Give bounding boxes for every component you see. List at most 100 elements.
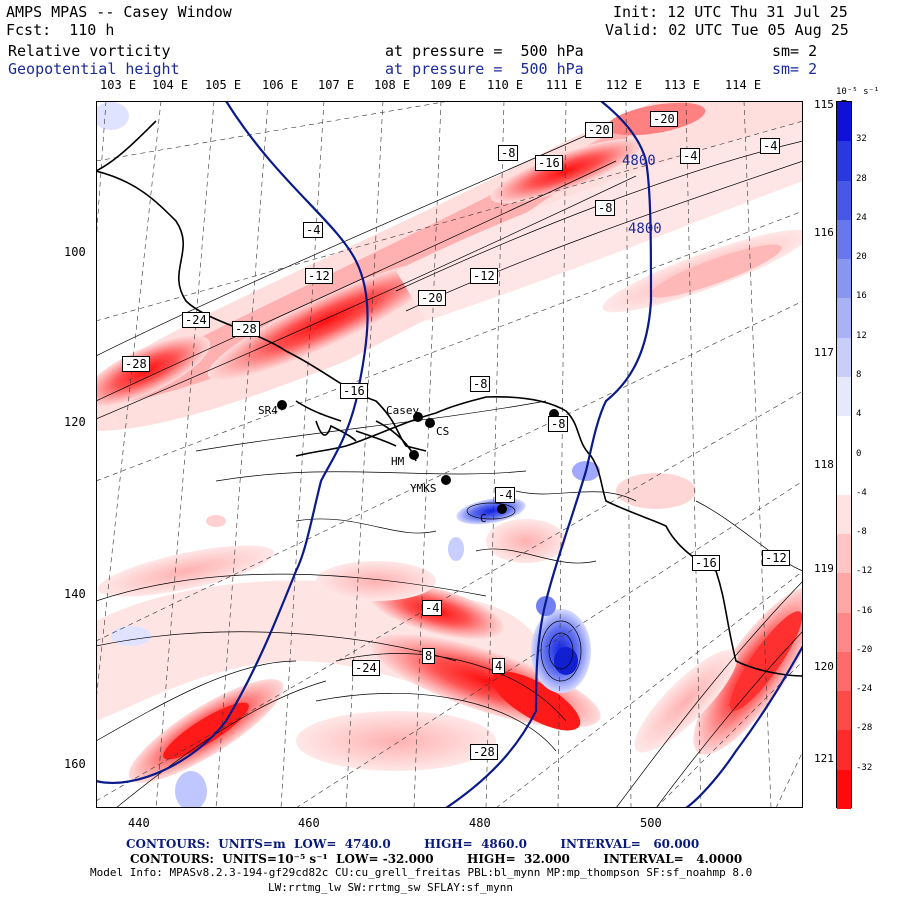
vorticity-contour-label: -4 <box>680 148 701 164</box>
colorbar-segment <box>837 612 851 653</box>
vorticity-contour-label: -8 <box>548 416 569 432</box>
colorbar-segment <box>837 455 851 496</box>
longitude-label: 112 E <box>606 78 643 92</box>
longitude-label: 108 E <box>374 78 411 92</box>
vorticity-contour-label: -16 <box>340 383 368 399</box>
model-title: AMPS MPAS -- Casey Window <box>6 3 232 21</box>
vorticity-contour-label: 4 <box>492 658 506 674</box>
height-contour-label: 4800 <box>628 221 662 237</box>
station-label: C <box>480 512 487 525</box>
colorbar-segment <box>837 337 851 378</box>
vorticity-contour-label: -28 <box>470 744 498 760</box>
vorticity-contour-label: -4 <box>303 222 324 238</box>
field1-pressure: at pressure = 500 hPa <box>385 42 584 60</box>
colorbar-tick-label: 28 <box>856 173 867 184</box>
colorbar-tick-label: -16 <box>856 605 873 616</box>
station-label: CS <box>436 425 450 438</box>
longitude-label: 107 E <box>318 78 355 92</box>
colorbar-tick-label: 32 <box>856 134 867 145</box>
vorticity-contour-label: -4 <box>422 600 443 616</box>
colorbar-segment <box>837 651 851 692</box>
colorbar-segment <box>837 573 851 614</box>
colorbar-segment <box>837 102 851 142</box>
longitude-label: 106 E <box>262 78 299 92</box>
colorbar-segment <box>837 769 851 810</box>
vorticity-contour-label: -8 <box>470 376 491 392</box>
colorbar-segment <box>837 416 851 456</box>
y-tick-label: 120 <box>64 415 86 429</box>
field2-pressure: at pressure = 500 hPa <box>385 60 584 78</box>
colorbar-tick-label: 20 <box>856 252 867 263</box>
colorbar-segment <box>837 376 851 417</box>
colorbar-tick-label: -20 <box>856 644 873 655</box>
longitude-label: 103 E <box>100 78 137 92</box>
colorbar-segment <box>837 219 851 260</box>
vorticity-contour-label: -8 <box>498 145 519 161</box>
colorbar-tick-label: 4 <box>856 409 862 420</box>
longitude-label: 111 E <box>546 78 583 92</box>
longitude-label: 114 E <box>725 78 762 92</box>
vorticity-contour-label: -12 <box>305 268 333 284</box>
field2-name: Geopotential height <box>8 60 180 78</box>
x-tick-label: 500 <box>640 816 662 830</box>
init-time: Init: 12 UTC Thu 31 Jul 25 <box>613 3 848 21</box>
vorticity-contour-label: -20 <box>418 290 446 306</box>
geopotential-height-lines <box>96 101 803 808</box>
longitude-label: 104 E <box>152 78 189 92</box>
vorticity-contour-label: -24 <box>182 312 210 328</box>
vorticity-contour-label: 8 <box>422 648 436 664</box>
vorticity-contour-label: -8 <box>595 200 616 216</box>
colorbar-segment <box>837 534 851 574</box>
field2-smoothing: sm= 2 <box>772 60 818 78</box>
longitude-label: 113 E <box>664 78 701 92</box>
vorticity-contour-label: -12 <box>762 550 790 566</box>
vorticity-contour-label: -28 <box>232 321 260 337</box>
colorbar-unit: 10⁻⁵ s⁻¹ <box>836 87 880 97</box>
model-info-physics: LW:rrtmg_lw SW:rrtmg_sw SFLAY:sf_mynn <box>268 881 514 894</box>
model-info: Model Info: MPASv8.2.3-194-gf29cd82c CU:… <box>90 866 753 879</box>
longitude-label: 105 E <box>205 78 242 92</box>
vorticity-contour-label: -16 <box>692 555 720 571</box>
colorbar-segment <box>837 494 851 535</box>
colorbar-tick-label: -32 <box>856 762 873 773</box>
station-label: SR4 <box>258 404 278 417</box>
vorticity-contour-label: -4 <box>760 138 781 154</box>
colorbar-segment <box>837 298 851 339</box>
longitude-label: 109 E <box>430 78 467 92</box>
colorbar-segment <box>837 259 851 299</box>
vorticity-contour-label: -20 <box>650 111 678 127</box>
colorbar-tick-label: -8 <box>856 527 867 538</box>
colorbar-segment <box>837 691 851 731</box>
height-contour-label: 4800 <box>622 153 656 169</box>
colorbar-tick-label: -12 <box>856 566 873 577</box>
x-tick-label: 440 <box>128 816 150 830</box>
colorbar-tick-label: -24 <box>856 684 873 695</box>
vorticity-contour-label: -16 <box>535 155 563 171</box>
field1-smoothing: sm= 2 <box>772 42 818 60</box>
vorticity-contour-label: -24 <box>352 660 380 676</box>
height-contour-info: CONTOURS: UNITS=m LOW= 4740.0 HIGH= 4860… <box>126 837 700 851</box>
colorbar-segment <box>837 730 851 771</box>
x-tick-label: 480 <box>469 816 491 830</box>
station-label: YMKS <box>410 482 437 495</box>
station-label: Casey <box>386 404 420 417</box>
vorticity-contour-label: -4 <box>495 487 516 503</box>
field1-name: Relative vorticity <box>8 42 171 60</box>
x-tick-label: 460 <box>298 816 320 830</box>
longitude-label: 110 E <box>487 78 524 92</box>
coastline <box>96 120 803 677</box>
colorbar-tick-label: -28 <box>856 723 873 734</box>
y-tick-label: 160 <box>64 757 86 771</box>
forecast-hour: Fcst: 110 h <box>6 21 115 39</box>
colorbar <box>836 101 852 810</box>
colorbar-tick-label: -4 <box>856 487 867 498</box>
colorbar-segment <box>837 141 851 182</box>
colorbar-tick-label: 12 <box>856 330 867 341</box>
colorbar-segment <box>837 180 851 221</box>
vorticity-contour-label: -20 <box>585 122 613 138</box>
vorticity-contour-label: -28 <box>122 356 150 372</box>
vorticity-contours <box>96 130 803 808</box>
valid-time: Valid: 02 UTC Tue 05 Aug 25 <box>605 21 849 39</box>
colorbar-tick-label: 0 <box>856 448 862 459</box>
vorticity-map <box>96 101 803 808</box>
